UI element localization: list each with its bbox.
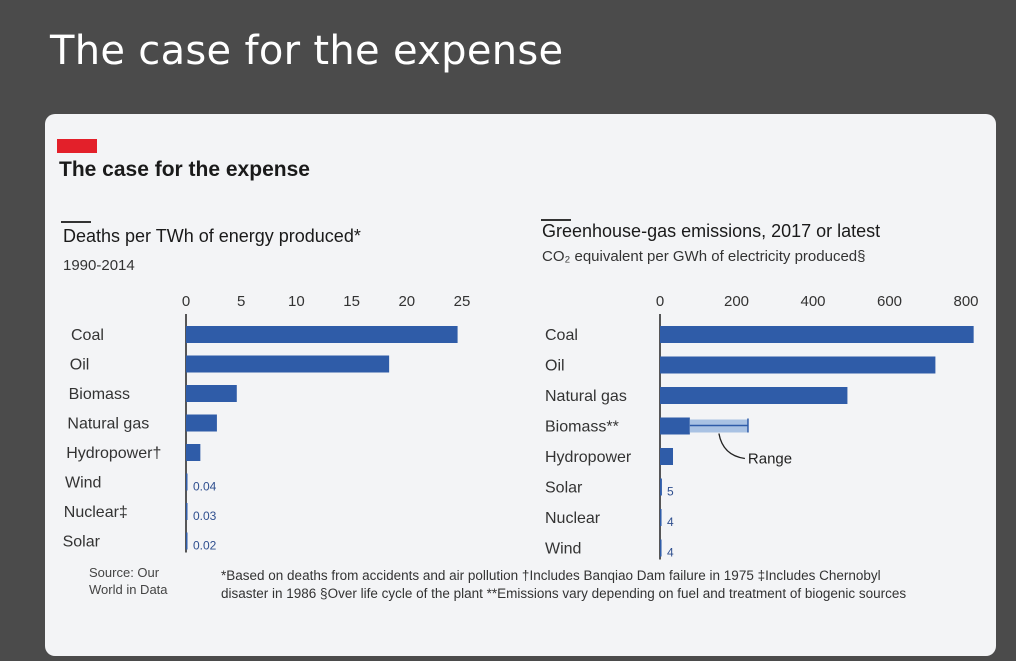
left-chart-title: Deaths per TWh of energy produced*: [63, 226, 361, 246]
deaths-bar: [186, 414, 217, 432]
emissions-category-label: Nuclear: [545, 510, 601, 527]
emissions-category-label: Hydropower: [545, 449, 632, 466]
deaths-category-label: Nuclear‡: [64, 504, 128, 521]
deaths-bar: [186, 385, 237, 402]
emissions-category-label: Coal: [545, 327, 578, 344]
emissions-bar: [660, 356, 936, 374]
emissions-tick-label: 0: [656, 293, 664, 310]
emissions-chart: 0 200 400 600 800 Coal Oil Natural gas Biomass**…: [545, 293, 979, 560]
deaths-tick-label: 0: [182, 293, 190, 310]
right-chart-rule: [541, 219, 571, 221]
source-line-2: World in Data: [89, 582, 168, 597]
emissions-data-label: 4: [667, 546, 674, 560]
deaths-category-label: Solar: [63, 534, 101, 551]
deaths-chart: 0 5 10 15 20 25 Coal Oil Biomass Natural gas Hydro…: [63, 293, 471, 553]
deaths-data-label: 0.03: [193, 509, 217, 523]
emissions-bar: [660, 417, 690, 435]
deaths-bar: [186, 532, 188, 550]
emissions-tick-label: 600: [877, 293, 902, 310]
emissions-category-label: Natural gas: [545, 388, 627, 405]
deaths-tick-label: 10: [288, 293, 305, 310]
deaths-tick-label: 5: [237, 293, 245, 310]
emissions-category-label: Oil: [545, 358, 565, 375]
source-line-1: Source: Our: [89, 565, 160, 580]
emissions-bar: [660, 509, 662, 526]
deaths-data-label: 0.02: [193, 539, 217, 553]
deaths-data-label: 0.04: [193, 480, 217, 494]
deaths-category-label: Oil: [70, 357, 90, 374]
emissions-range-leader: [718, 433, 745, 460]
deaths-tick-label: 20: [398, 293, 415, 310]
footnotes: *Based on deaths from accidents and air …: [221, 567, 981, 603]
deaths-category-label: Wind: [65, 475, 101, 492]
emissions-bar: [660, 387, 848, 404]
left-chart-rule: [61, 221, 91, 223]
emissions-tick-label: 800: [953, 293, 978, 310]
brand-accent-bar: [57, 139, 97, 153]
deaths-bar: [186, 326, 458, 343]
source-note: Source: Our World in Data: [89, 564, 168, 598]
deaths-bar: [186, 503, 188, 520]
deaths-tick-label: 15: [343, 293, 360, 310]
chart-card: The case for the expense Deaths per TWh …: [45, 114, 996, 656]
page-title: The case for the expense: [50, 28, 564, 74]
card-title: The case for the expense: [59, 158, 310, 181]
left-chart-subtitle: 1990-2014: [63, 257, 135, 274]
emissions-data-label: 4: [667, 515, 674, 529]
footnote-line-2: disaster in 1986 §Over life cycle of the…: [221, 586, 907, 601]
emissions-bar: [660, 478, 662, 496]
right-chart-title: Greenhouse-gas emissions, 2017 or latest: [542, 221, 881, 241]
emissions-range-label: Range: [748, 451, 792, 468]
emissions-bar: [660, 326, 974, 343]
emissions-tick-label: 200: [724, 293, 749, 310]
emissions-category-label: Biomass**: [545, 419, 619, 436]
emissions-category-label: Solar: [545, 480, 583, 497]
deaths-bar: [186, 473, 188, 491]
deaths-category-label: Hydropower†: [66, 445, 161, 462]
emissions-category-label: Wind: [545, 541, 581, 558]
emissions-data-label: 5: [667, 485, 674, 499]
deaths-tick-label: 25: [454, 293, 471, 310]
deaths-bar: [186, 444, 201, 461]
deaths-category-label: Biomass: [69, 386, 130, 403]
right-chart-subtitle: CO₂ equivalent per GWh of electricity pr…: [542, 248, 866, 265]
deaths-category-label: Coal: [71, 327, 104, 344]
footnote-line-1: *Based on deaths from accidents and air …: [221, 568, 881, 583]
deaths-category-label: Natural gas: [67, 416, 149, 433]
emissions-tick-label: 400: [800, 293, 825, 310]
emissions-bar: [660, 539, 662, 557]
emissions-bar: [660, 448, 674, 465]
deaths-bar: [186, 355, 390, 373]
